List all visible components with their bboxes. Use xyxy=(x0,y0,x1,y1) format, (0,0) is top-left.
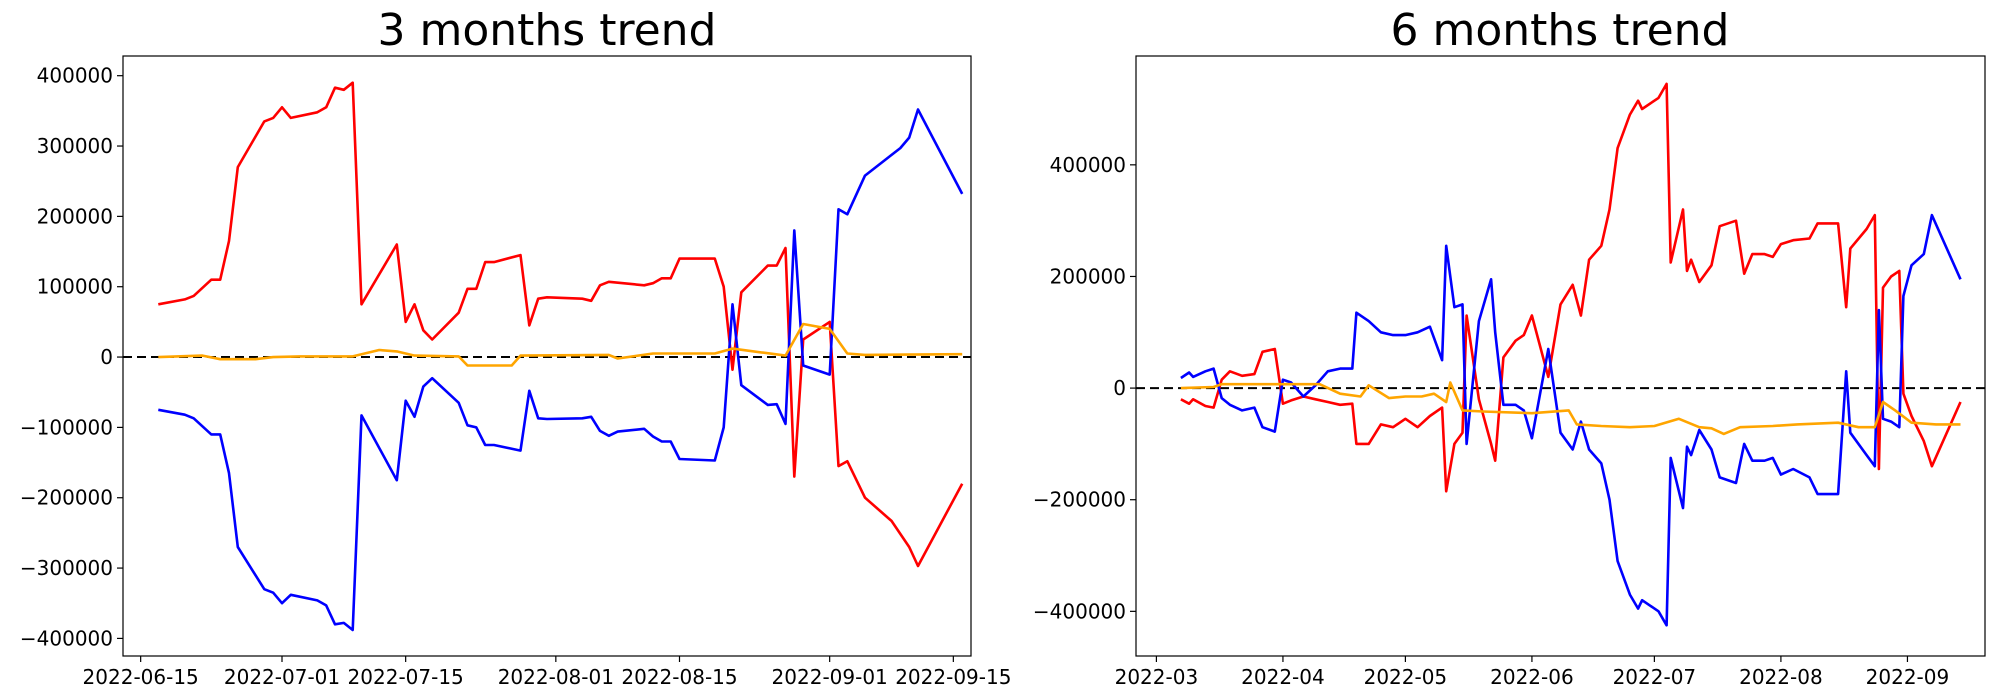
y-tick-label: 200000 xyxy=(37,204,113,228)
chart-3-months: 3 months trend 2022-06-15 2022-07-01 2022-… xyxy=(20,5,1012,689)
axes-layer: 2022-06-15 2022-07-01 2022-07-15 2022-08-01… xyxy=(20,64,1012,689)
series-line-2 xyxy=(1180,381,1961,436)
series-line-1 xyxy=(158,108,964,632)
chart-6-months: 6 months trend 2022-03 2022-04 2022-05 2022… xyxy=(1033,5,1986,689)
series-line-0 xyxy=(1180,82,1962,493)
axes-layer: 2022-03 2022-04 2022-05 2022-06 2022-07 2022-… xyxy=(1033,153,1949,689)
x-tick-label: 2022-09 xyxy=(1866,665,1950,689)
plot-frame xyxy=(1135,55,1986,657)
y-tick-label: −200000 xyxy=(20,486,113,510)
x-tick-label: 2022-08 xyxy=(1739,665,1823,689)
y-tick-label: −300000 xyxy=(20,556,113,580)
x-tick-label: 2022-04 xyxy=(1241,665,1325,689)
chart-title: 3 months trend xyxy=(378,5,717,56)
series-line-0 xyxy=(158,81,964,568)
x-tick-label: 2022-07-01 xyxy=(224,665,340,689)
y-tick-label: −100000 xyxy=(20,415,113,439)
chart-title: 6 months trend xyxy=(1391,5,1730,56)
series-line-1 xyxy=(1180,213,1962,627)
y-tick-label: −400000 xyxy=(1033,599,1126,623)
y-tick-label: 300000 xyxy=(37,134,113,158)
y-tick-label: 0 xyxy=(1113,376,1126,400)
x-tick-label: 2022-07 xyxy=(1613,665,1697,689)
x-tick-label: 2022-08-01 xyxy=(498,665,614,689)
plot-frame xyxy=(122,55,972,657)
y-tick-label: 200000 xyxy=(1050,264,1126,288)
x-tick-label: 2022-03 xyxy=(1115,665,1199,689)
x-tick-label: 2022-09-01 xyxy=(772,665,888,689)
series-layer xyxy=(1136,82,1985,627)
series-layer xyxy=(123,81,971,632)
x-tick-label: 2022-09-15 xyxy=(895,665,1011,689)
x-tick-label: 2022-05 xyxy=(1364,665,1448,689)
series-line-2 xyxy=(158,322,963,367)
y-tick-label: 0 xyxy=(100,345,113,369)
x-tick-label: 2022-08-15 xyxy=(621,665,737,689)
y-tick-label: 100000 xyxy=(37,275,113,299)
y-tick-label: 400000 xyxy=(37,64,113,88)
y-tick-label: 400000 xyxy=(1050,153,1126,177)
x-tick-label: 2022-06 xyxy=(1490,665,1574,689)
x-tick-label: 2022-07-15 xyxy=(348,665,464,689)
y-tick-label: −400000 xyxy=(20,626,113,650)
x-tick-label: 2022-06-15 xyxy=(83,665,199,689)
y-tick-label: −200000 xyxy=(1033,488,1126,512)
